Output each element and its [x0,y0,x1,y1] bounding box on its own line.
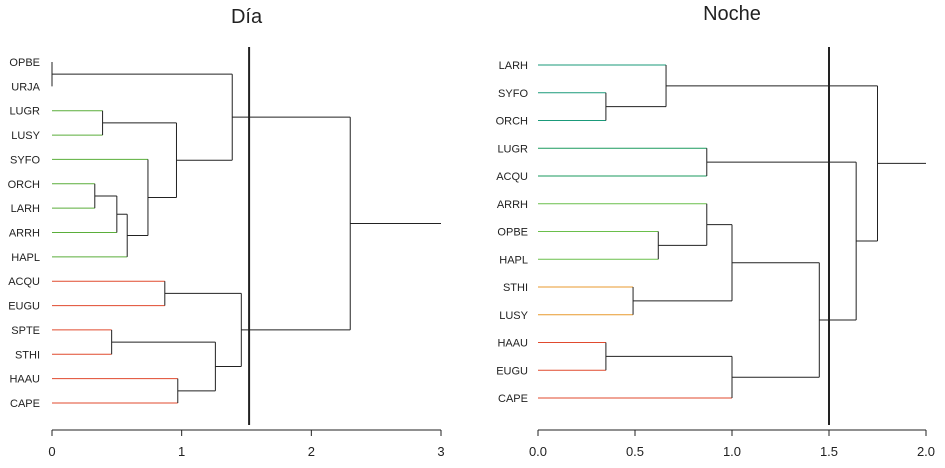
leaf-label-syfo: SYFO [10,154,40,166]
leaf-label-hapl: HAPL [11,252,40,264]
leaf-label-larh: LARH [499,60,528,72]
chart-title-día: Día [231,6,263,28]
leaf-label-haau: HAAU [9,374,40,386]
x-tick-label-noche-0: 0.0 [529,444,547,459]
leaf-label-sthi: STHI [503,282,528,294]
leaf-label-lusy: LUSY [11,130,40,142]
leaf-label-sthi: STHI [15,349,40,361]
x-tick-label-día-3: 3 [437,444,444,459]
x-tick-label-noche-3: 1.5 [820,444,838,459]
leaf-label-eugu: EUGU [8,301,40,313]
leaf-label-urja: URJA [11,81,40,93]
leaf-label-orch: ORCH [8,179,40,191]
leaf-label-arrh: ARRH [497,199,528,211]
leaf-label-lugr: LUGR [497,143,528,155]
leaf-label-larh: LARH [11,203,40,215]
leaf-label-lusy: LUSY [499,310,528,322]
leaf-label-opbe: OPBE [9,57,40,69]
leaf-label-cape: CAPE [10,398,40,410]
x-tick-label-día-2: 2 [308,444,315,459]
leaf-label-arrh: ARRH [9,228,40,240]
x-tick-label-noche-2: 1.0 [723,444,741,459]
leaf-label-cape: CAPE [498,393,528,405]
x-tick-label-día-1: 1 [178,444,185,459]
leaf-label-acqu: ACQU [8,276,40,288]
leaf-label-lugr: LUGR [9,106,40,118]
x-tick-label-día-0: 0 [48,444,55,459]
leaf-label-haau: HAAU [497,338,528,350]
leaf-label-orch: ORCH [496,116,528,128]
leaf-label-eugu: EUGU [496,365,528,377]
leaf-label-syfo: SYFO [498,88,528,100]
leaf-label-opbe: OPBE [497,227,528,239]
leaf-label-acqu: ACQU [496,171,528,183]
x-tick-label-noche-1: 0.5 [626,444,644,459]
x-tick-label-noche-4: 2.0 [917,444,935,459]
leaf-label-spte: SPTE [11,325,40,337]
chart-title-noche: Noche [703,3,761,25]
leaf-label-hapl: HAPL [499,254,528,266]
